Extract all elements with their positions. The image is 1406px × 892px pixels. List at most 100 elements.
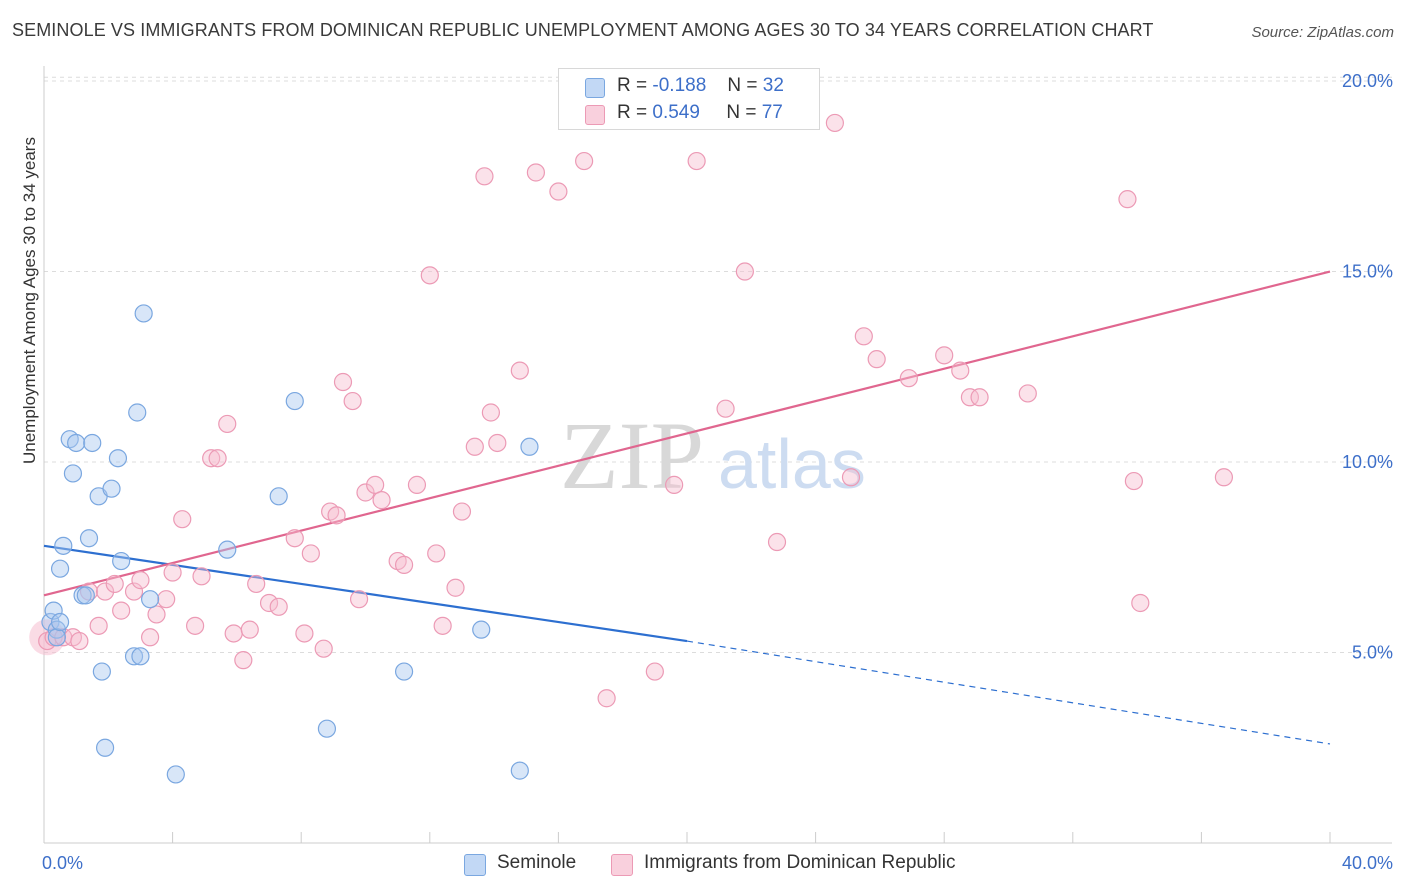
- watermark-zip: ZIP: [560, 402, 704, 509]
- data-point-seminole: [102, 479, 121, 498]
- bottom-legend-label-dominican: Immigrants from Dominican Republic: [644, 852, 956, 873]
- data-point-dominican: [95, 582, 115, 601]
- axes: [43, 66, 1392, 844]
- chart-title: SEMINOLE VS IMMIGRANTS FROM DOMINICAN RE…: [12, 20, 1154, 40]
- data-point-dominican: [314, 639, 333, 658]
- data-point-dominican: [394, 555, 414, 574]
- data-point-dominican: [735, 262, 754, 281]
- data-point-dominican: [960, 388, 980, 407]
- data-point-dominican: [488, 433, 507, 453]
- data-point-dominican: [208, 449, 227, 468]
- y-tick-label: 20.0%: [1342, 71, 1393, 91]
- data-point-dominican: [549, 182, 568, 201]
- data-point-seminole: [67, 433, 86, 453]
- data-point-dominican: [465, 437, 484, 456]
- data-point-dominican: [951, 361, 970, 380]
- data-point-seminole: [140, 590, 160, 609]
- data-point-dominican: [899, 369, 918, 388]
- data-point-dominican: [218, 414, 237, 434]
- data-point-dominican: [526, 163, 545, 182]
- data-point-dominican: [665, 475, 684, 494]
- data-point-dominican: [186, 616, 205, 635]
- data-point-dominican: [202, 449, 221, 468]
- data-point-seminole: [47, 628, 66, 647]
- data-point-dominican: [597, 689, 616, 708]
- legend-swatch-seminole: [585, 78, 605, 98]
- data-point-dominican: [1131, 593, 1150, 613]
- data-point-seminole: [76, 586, 95, 605]
- data-point-dominican: [247, 574, 266, 594]
- correlation-legend: R = -0.188 N = 32 R = 0.549 N = 77: [558, 68, 820, 130]
- data-point-dominican: [295, 624, 314, 643]
- trend-line-dominican: [43, 270, 1331, 597]
- data-point-dominican: [841, 468, 861, 487]
- data-point-dominican: [407, 475, 427, 494]
- y-tick-label: 10.0%: [1342, 452, 1393, 472]
- data-point-seminole: [50, 559, 70, 578]
- data-point-dominican: [481, 403, 500, 422]
- data-point-seminole: [95, 738, 115, 757]
- data-point-dominican: [163, 563, 182, 582]
- data-point-dominican: [105, 574, 124, 594]
- data-point-seminole: [269, 487, 288, 506]
- data-point-dominican: [240, 620, 259, 639]
- legend-r-label: R =: [617, 75, 648, 96]
- data-point-seminole: [63, 464, 83, 483]
- watermark: ZIP atlas: [560, 402, 866, 509]
- data-point-dominican: [510, 361, 529, 380]
- data-point-dominican: [140, 628, 160, 647]
- data-point-dominican: [327, 506, 346, 525]
- data-point-seminole: [317, 719, 337, 738]
- data-point-dominican: [269, 597, 288, 616]
- data-point-dominican: [867, 350, 886, 369]
- data-point-seminole: [112, 551, 131, 571]
- data-point-dominican: [131, 571, 150, 590]
- data-point-dominican: [825, 113, 844, 133]
- data-point-dominican: [575, 151, 594, 171]
- watermark-atlas: atlas: [718, 425, 866, 503]
- data-point-dominican: [112, 601, 131, 620]
- data-point-dominican: [224, 624, 243, 643]
- data-point-seminole: [285, 391, 304, 411]
- data-point-dominican: [301, 544, 320, 563]
- legend-n-label: N =: [727, 75, 758, 96]
- data-point-dominican: [475, 167, 494, 186]
- data-point-seminole: [79, 529, 99, 548]
- data-point-seminole: [44, 601, 63, 620]
- bottom-legend-label-seminole: Seminole: [497, 852, 577, 873]
- data-point-dominican: [420, 266, 439, 285]
- data-point-dominican: [70, 631, 89, 651]
- data-point-dominican: [343, 391, 362, 411]
- data-point-dominican: [234, 651, 253, 670]
- data-point-seminole: [83, 433, 102, 453]
- data-point-dominican: [333, 372, 353, 392]
- data-point-seminole: [394, 662, 414, 681]
- legend-n-value-seminole: 32: [762, 75, 784, 96]
- data-point-seminole: [134, 304, 153, 323]
- data-point-seminole: [520, 437, 539, 456]
- data-point-dominican: [285, 529, 304, 548]
- data-point-dominican: [687, 151, 706, 171]
- data-point-dominican: [259, 593, 279, 613]
- data-point-dominican: [427, 544, 446, 563]
- legend-r-value-seminole: -0.188: [652, 75, 707, 96]
- data-point-dominican: [645, 662, 664, 681]
- data-point-dominican: [1214, 468, 1234, 487]
- data-points: [29, 113, 1234, 784]
- legend-r-label: R =: [617, 102, 648, 123]
- data-point-seminole: [128, 403, 147, 422]
- data-point-dominican: [970, 388, 989, 407]
- data-point-seminole: [108, 449, 128, 468]
- data-point-dominican: [366, 475, 385, 494]
- data-point-dominican: [356, 483, 375, 502]
- data-point-dominican: [1118, 190, 1137, 209]
- data-point-seminole: [54, 536, 73, 555]
- data-point-dominican: [767, 532, 787, 552]
- data-point-seminole: [218, 540, 237, 559]
- data-point-seminole: [131, 647, 150, 666]
- data-point-dominican: [935, 346, 954, 365]
- legend-swatch-dominican: [585, 105, 605, 125]
- data-point-seminole: [472, 620, 491, 639]
- x-tick-label: 40.0%: [1342, 853, 1393, 873]
